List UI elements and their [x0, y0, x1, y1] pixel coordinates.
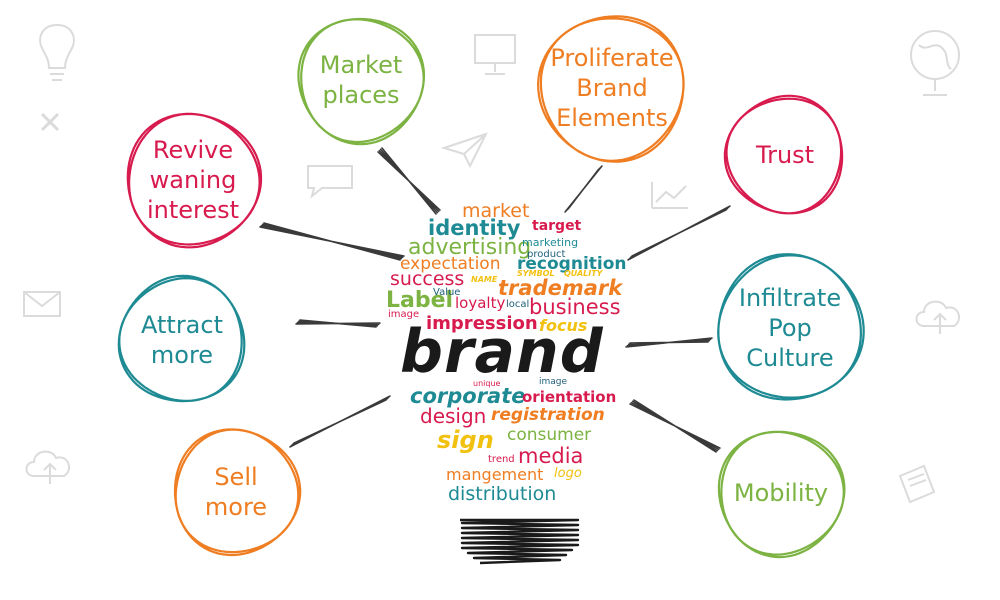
node-label-market: Market places [319, 51, 403, 109]
globe-icon [910, 30, 960, 96]
node-circle-market [297, 17, 426, 146]
cloud-word: trademark [498, 276, 623, 300]
connector-ray [629, 399, 721, 453]
node-proliferate: Proliferate Brand Elements [540, 16, 684, 160]
cloud-upload-icon [915, 300, 961, 334]
cloud-word: product [527, 249, 566, 260]
node-label-attract: Attract more [141, 311, 223, 369]
node-circle-revive [126, 112, 263, 249]
connector-ray [625, 337, 713, 348]
node-circle-attract [117, 274, 246, 403]
node-circle-infiltrate [717, 253, 865, 401]
cloud-word: local [506, 299, 530, 310]
cloud-word: logo [554, 466, 582, 481]
node-market: Market places [299, 18, 423, 142]
cloud-word: marketing [522, 236, 579, 249]
node-label-mobility: Mobility [733, 479, 829, 507]
monitor-icon [474, 34, 516, 75]
node-trust: Trust [727, 97, 843, 213]
connector-ray [377, 147, 441, 215]
cloud-word: impression [426, 313, 538, 334]
cloud-word: recognition [517, 254, 627, 274]
node-circle-trust [723, 94, 844, 215]
lightbulb-icon [39, 23, 75, 81]
node-infiltrate: Infiltrate Pop Culture [718, 256, 862, 400]
node-label-revive: Revive waning interest [146, 136, 240, 224]
node-label-sell: Sell more [204, 463, 268, 521]
node-label-infiltrate: Infiltrate Pop Culture [738, 284, 842, 372]
cloud-word: advertising [408, 235, 532, 260]
cloud-word: SYMBOL [517, 269, 555, 278]
envelope-icon [23, 291, 61, 317]
connector-ray [295, 319, 381, 328]
cloud-word: market [462, 200, 530, 222]
node-sell: Sell more [174, 430, 298, 554]
cloud-word: image [539, 377, 568, 387]
paper-plane-icon [440, 132, 488, 169]
chart-icon [651, 182, 688, 209]
cloud-word: distribution [448, 483, 557, 505]
node-label-proliferate: Proliferate Brand Elements [550, 44, 674, 132]
cloud-word: NAME [471, 275, 498, 284]
cloud-word: consumer [507, 425, 592, 445]
cloud-word: loyalty [455, 294, 506, 312]
cloud-word: trend [488, 454, 515, 465]
node-attract: Attract more [120, 278, 244, 402]
cloud-word: sign [437, 426, 494, 454]
cloud-word: focus [539, 316, 588, 335]
cloud-word: business [529, 295, 621, 319]
cloud-word: identity [428, 216, 521, 240]
cloud-word: image [388, 309, 420, 320]
close-icon [40, 112, 60, 132]
node-label-trust: Trust [755, 141, 815, 169]
center-word-brand: brand [400, 317, 604, 387]
node-mobility: Mobility [719, 431, 843, 555]
cloud-word: unique [473, 379, 501, 388]
connector-ray [627, 205, 731, 261]
cloud-word: QUALITY [564, 269, 603, 278]
cloud-word: corporate [410, 384, 526, 408]
node-revive: Revive waning interest [127, 114, 259, 246]
cloud-word: orientation [522, 388, 617, 406]
node-circle-sell [173, 428, 302, 557]
node-circle-proliferate [536, 15, 685, 163]
cloud-word: success [390, 268, 465, 290]
notepad-icon [898, 464, 936, 504]
cloud-word: registration [491, 405, 605, 425]
cloud-word: Value [433, 287, 461, 298]
cloud-word: design [420, 404, 487, 428]
cloud-word: expectation [400, 254, 501, 274]
cloud-word: Label [386, 288, 454, 313]
cloud-upload-icon [25, 450, 71, 484]
connector-ray [289, 395, 391, 448]
cloud-word: target [532, 218, 582, 234]
speech-bubble-icon [307, 165, 353, 199]
cloud-word: mangement [446, 465, 544, 484]
bulb-base-scribble [460, 518, 580, 565]
cloud-word: media [518, 444, 584, 468]
connector-ray [259, 222, 405, 261]
node-circle-mobility [717, 430, 846, 559]
connector-ray [564, 165, 603, 213]
